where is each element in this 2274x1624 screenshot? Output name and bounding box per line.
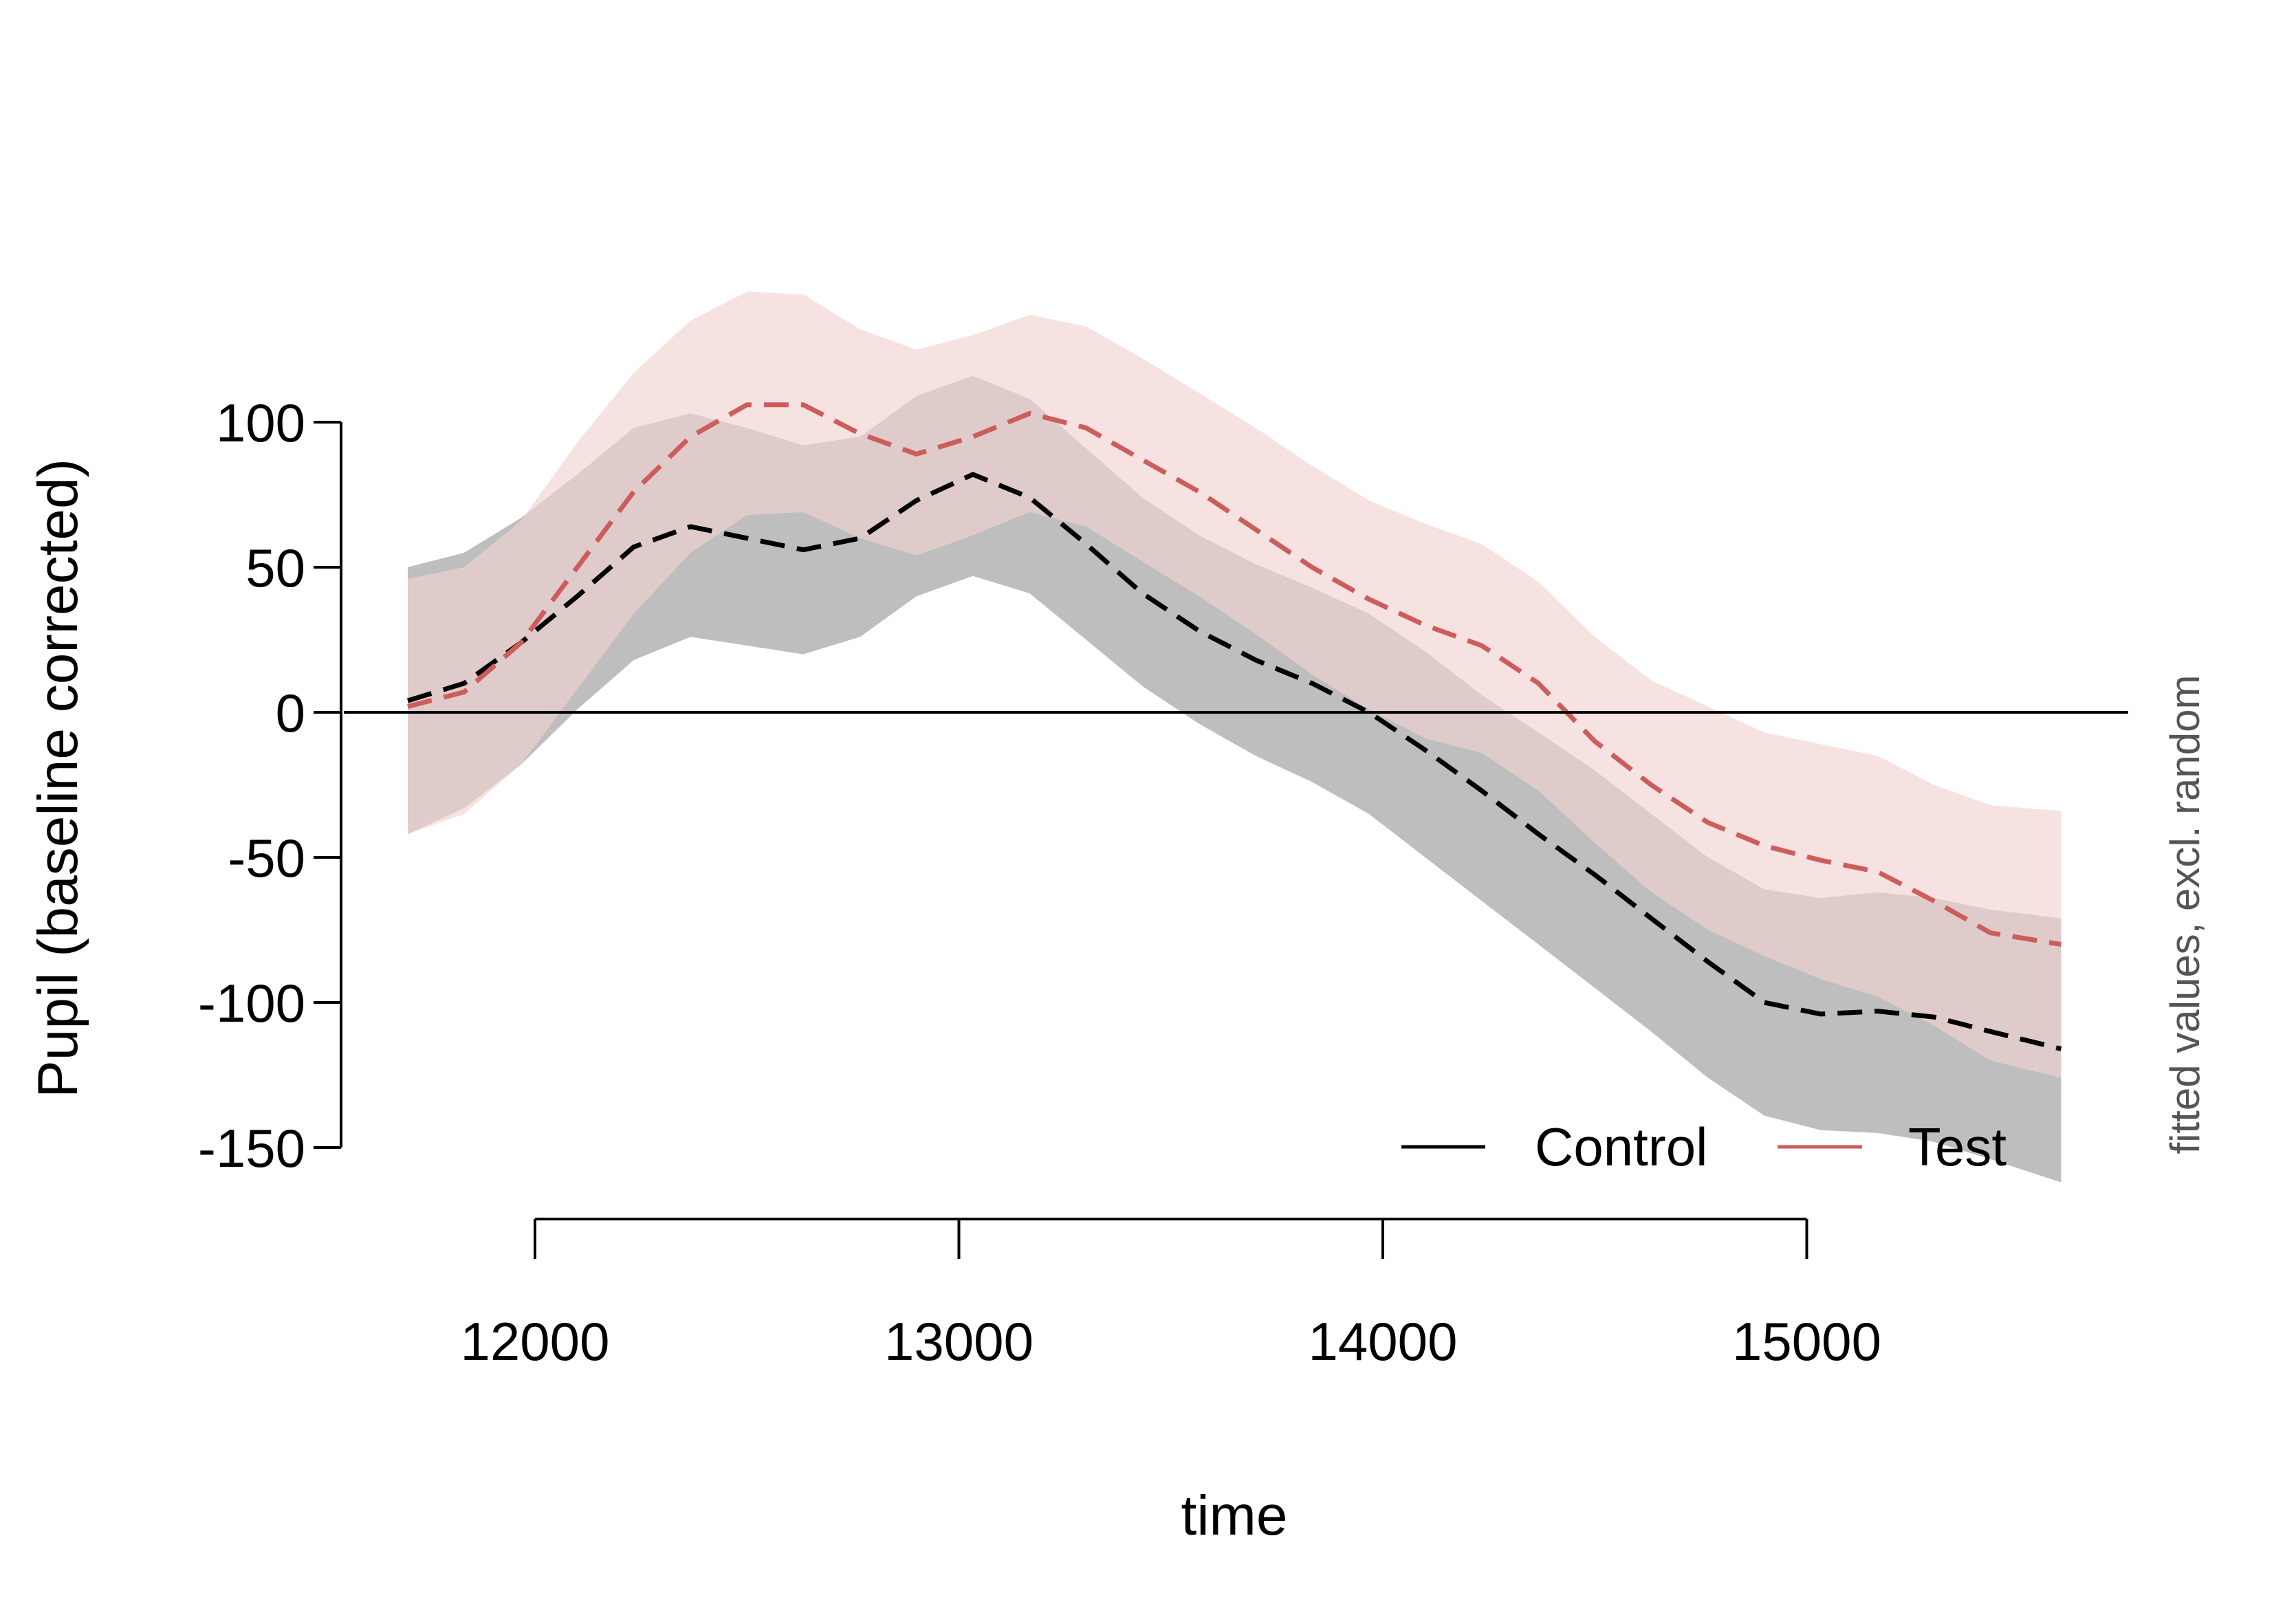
y-tick-label: 100 <box>216 393 305 453</box>
x-tick-label: 13000 <box>884 1311 1034 1372</box>
y-axis-title: Pupil (baseline corrected) <box>27 459 89 1098</box>
y-axis: -150 -100 -50 0 50 100 <box>198 393 342 1178</box>
side-note: fitted values, excl. random <box>2162 674 2208 1154</box>
series-lines <box>406 402 2062 1051</box>
band-control <box>408 375 2062 1183</box>
x-tick-label: 14000 <box>1309 1311 1458 1372</box>
line-control <box>406 472 2062 1051</box>
y-tick-label: -50 <box>228 828 305 888</box>
legend: Control Test <box>1401 1117 2007 1177</box>
y-tick-label: 50 <box>245 538 305 598</box>
line-test <box>407 402 2062 947</box>
y-tick-label: -100 <box>198 973 305 1033</box>
band-test <box>408 292 2062 1078</box>
y-tick-label: -150 <box>198 1118 305 1178</box>
legend-label-test: Test <box>1908 1117 2007 1177</box>
confidence-bands <box>408 292 2062 1183</box>
x-tick-label: 15000 <box>1732 1311 1881 1372</box>
x-axis: 12000 13000 14000 15000 <box>461 1218 1881 1372</box>
x-tick-label: 12000 <box>461 1311 610 1372</box>
y-tick-label: 0 <box>276 683 305 743</box>
x-axis-title: time <box>1181 1484 1288 1547</box>
legend-label-control: Control <box>1535 1117 1707 1177</box>
